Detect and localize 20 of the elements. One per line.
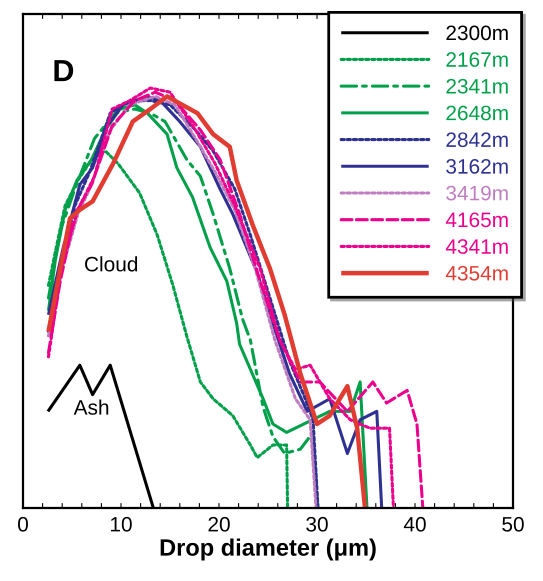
x-tick-label: 30 (306, 516, 328, 532)
legend-label: 2167m (446, 52, 508, 67)
legend-label: 3162m (446, 159, 508, 174)
x-tick-label: 20 (208, 516, 230, 532)
legend-label: 2842m (446, 132, 508, 148)
legend-label: 2648m (446, 106, 508, 120)
legend-label: 2341m (446, 78, 508, 94)
x-tick-label: 40 (404, 516, 426, 532)
x-tick-label: 10 (111, 516, 132, 532)
annotation: Ash (74, 399, 108, 415)
x-tick-label: 50 (502, 516, 524, 532)
x-tick-label: 0 (18, 516, 28, 532)
legend-label: 4165m (446, 212, 508, 228)
annotation: Cloud (85, 256, 138, 272)
legend-label: 4354m (446, 266, 508, 281)
legend-label: 2300m (446, 25, 508, 40)
x-axis-title: Drop diameter (μm) (160, 538, 376, 561)
legend-label: 3419m (446, 186, 508, 200)
legend-label: 4341m (446, 239, 508, 254)
text: D (54, 60, 74, 82)
